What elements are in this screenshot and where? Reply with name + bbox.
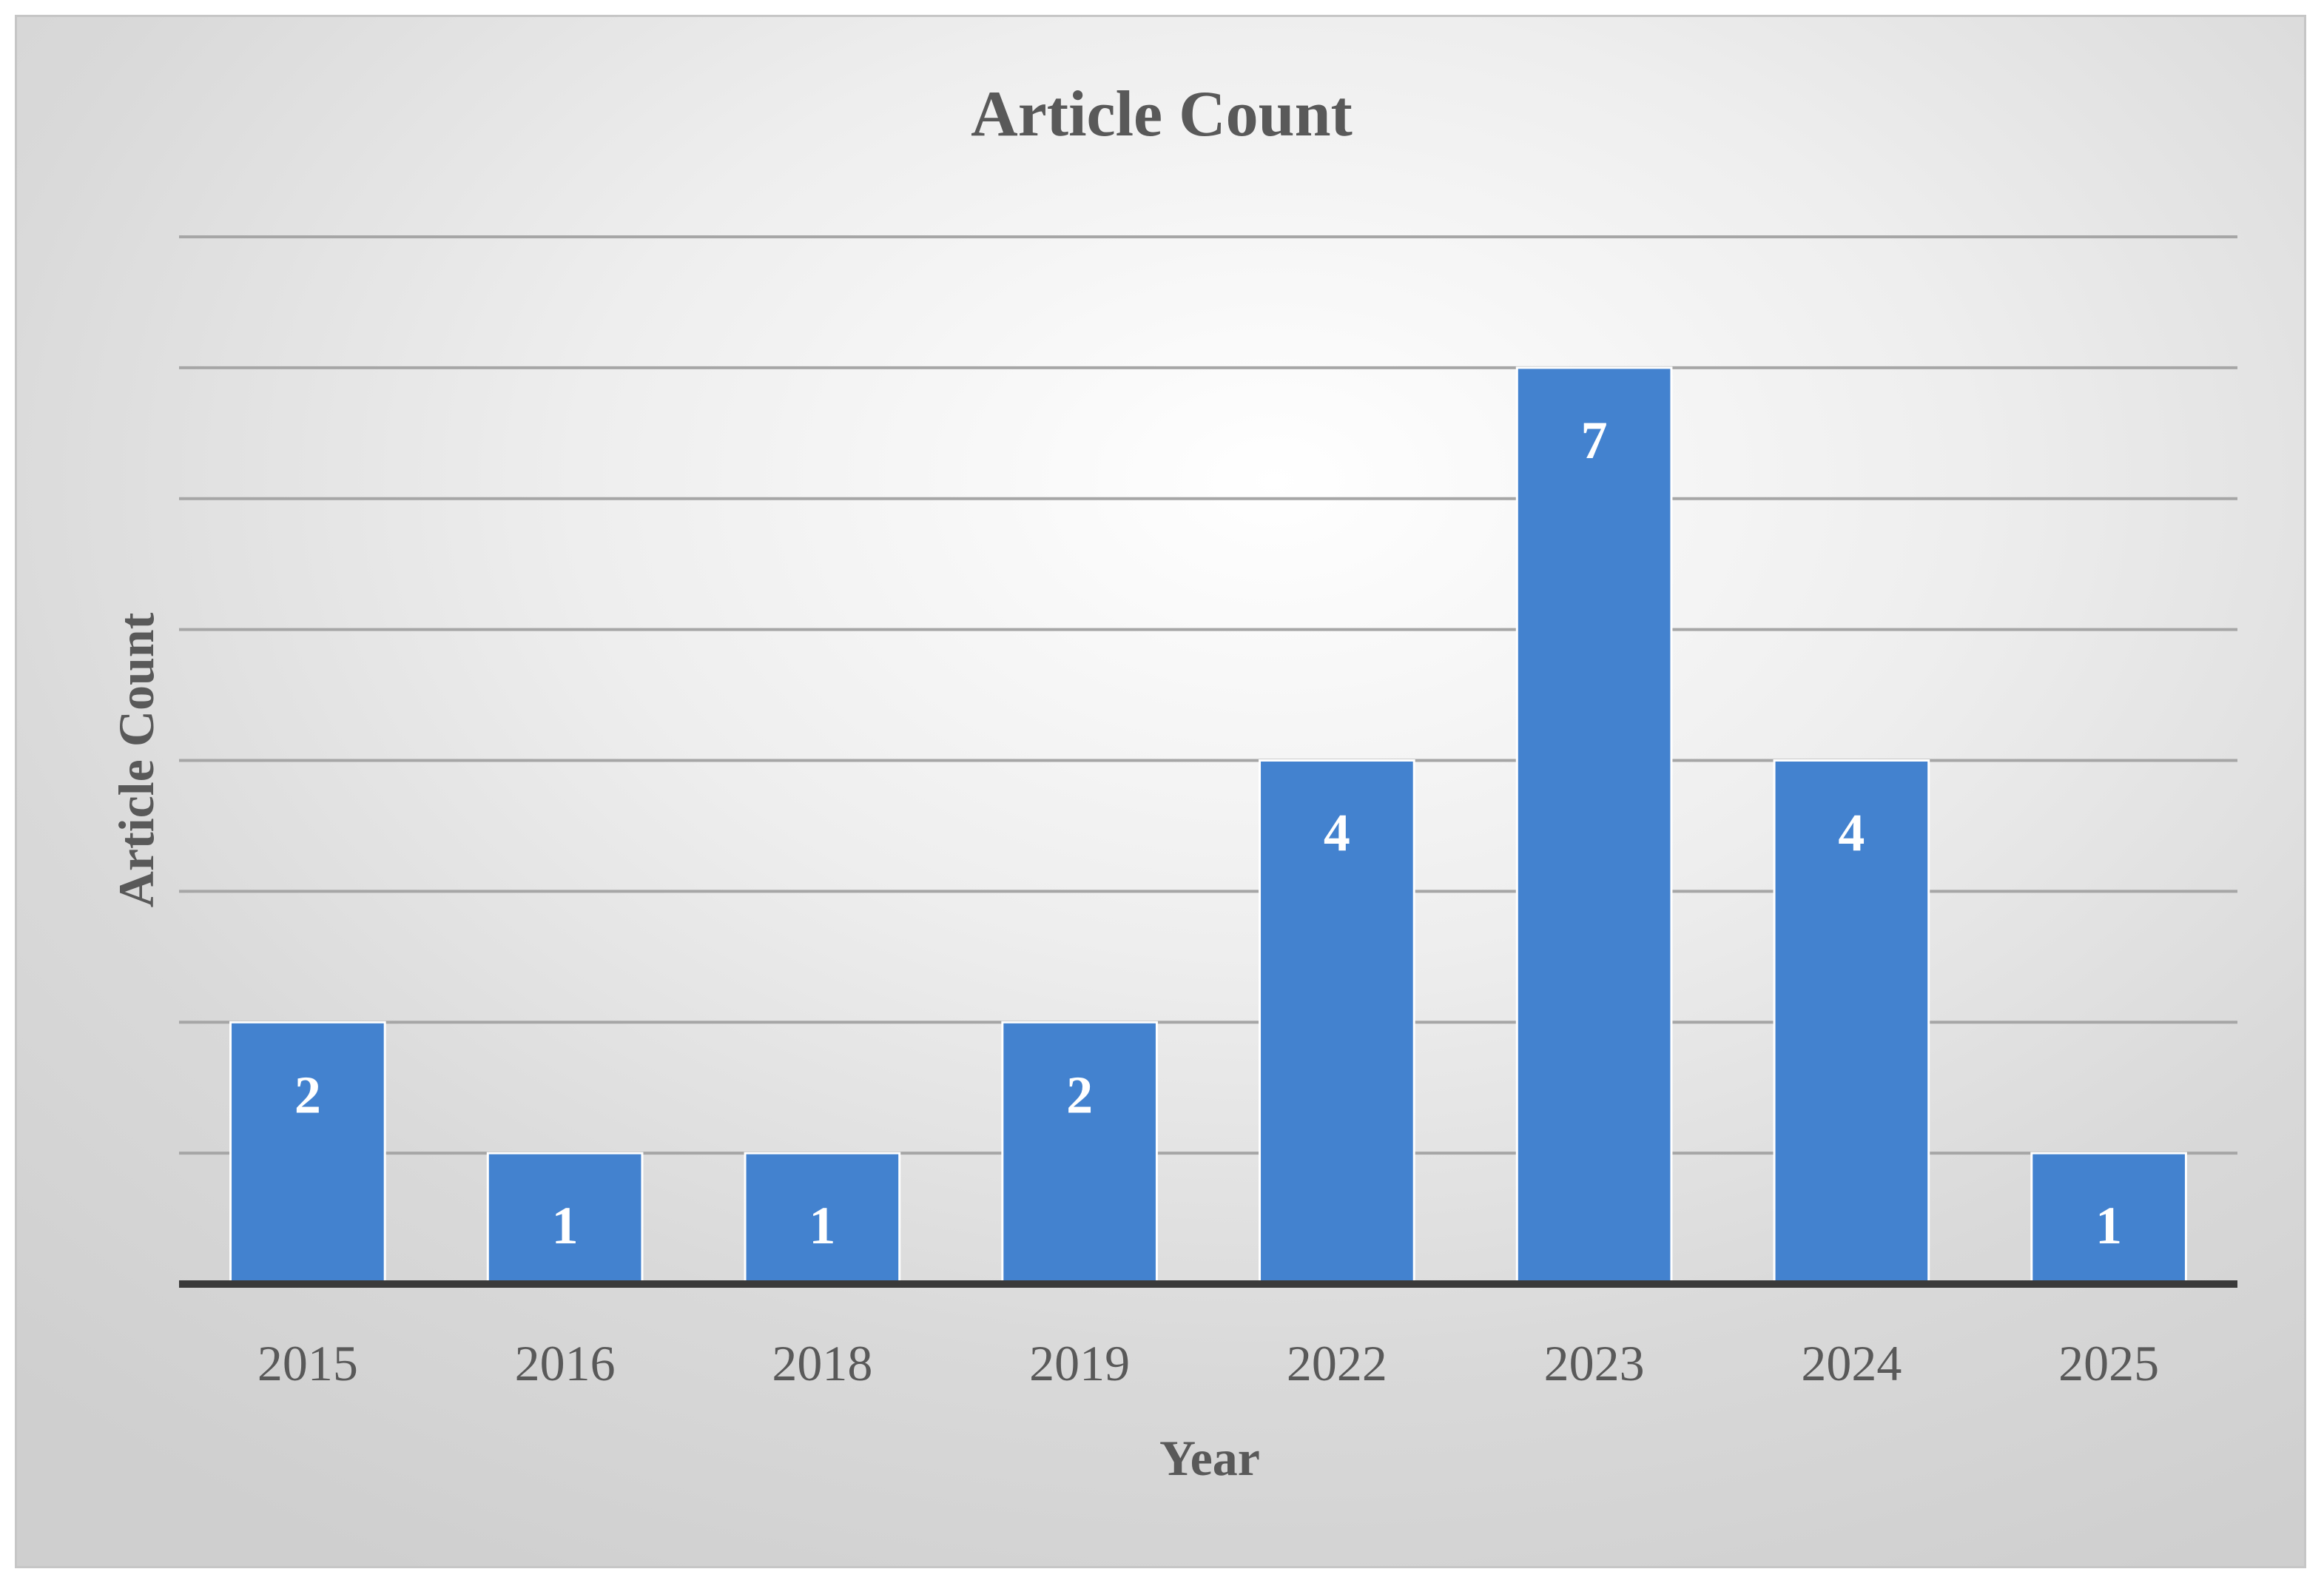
- data-label: 1: [809, 1196, 835, 1255]
- bar-2019: [1001, 1021, 1158, 1286]
- data-labels: 2 1 1 2 4 7 4 1: [294, 411, 2122, 1255]
- bar-2024: [1773, 759, 1930, 1286]
- x-tick-label: 2025: [2058, 1335, 2159, 1391]
- x-tick-label: 2019: [1029, 1335, 1130, 1391]
- x-axis-title: Year: [1159, 1430, 1260, 1486]
- bar-2018: [744, 1152, 901, 1286]
- data-label: 1: [552, 1196, 579, 1255]
- data-label: 1: [2095, 1196, 2122, 1255]
- bars: [229, 366, 2187, 1286]
- x-tick-labels: 2015 2016 2018 2019 2022 2023 2024 2025: [257, 1335, 2159, 1391]
- x-tick-label: 2022: [1287, 1335, 1387, 1391]
- chart-title: Article Count: [971, 78, 1353, 150]
- x-tick-label: 2016: [515, 1335, 616, 1391]
- data-label: 7: [1581, 411, 1608, 470]
- x-tick-label: 2023: [1544, 1335, 1645, 1391]
- bar-2016: [486, 1152, 644, 1286]
- x-tick-label: 2018: [772, 1335, 872, 1391]
- data-label: 4: [1324, 804, 1350, 863]
- bar-2022: [1259, 759, 1415, 1286]
- bar-2015: [229, 1021, 386, 1286]
- data-label: 2: [1066, 1065, 1093, 1124]
- data-label: 2: [294, 1065, 321, 1124]
- y-axis-title: Article Count: [108, 612, 164, 907]
- x-tick-label: 2024: [1801, 1335, 1902, 1391]
- bar-2025: [2030, 1152, 2187, 1286]
- x-tick-label: 2015: [257, 1335, 358, 1391]
- data-label: 4: [1838, 804, 1865, 863]
- bar-2023: [1515, 366, 1673, 1286]
